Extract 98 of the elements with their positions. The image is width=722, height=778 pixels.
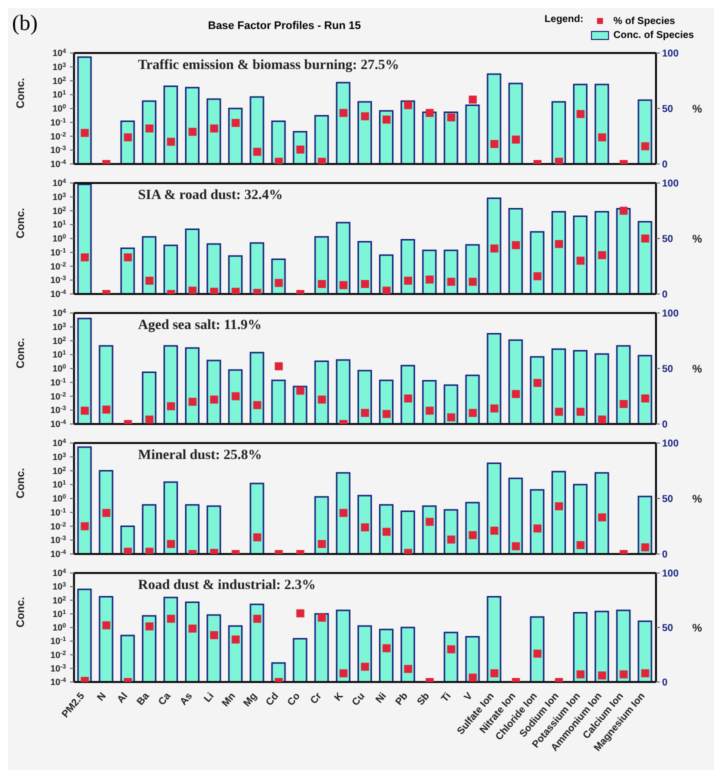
y-tick-label: 10$^{1}$: [52, 349, 66, 360]
y-tick-label: 10$^{-3}$: [50, 144, 66, 156]
y-tick-label: 10$^{-1}$: [50, 246, 66, 258]
y-tick-label: 10$^{4}$: [52, 308, 66, 318]
y2-tick-label: 50: [662, 104, 674, 116]
y-tick-label: 10$^{2}$: [52, 205, 66, 216]
y-tick-label: 10$^{0}$: [52, 363, 66, 374]
y-tick-label: 10$^{0}$: [52, 622, 66, 632]
y2-tick-label: 0: [662, 290, 668, 301]
x-tick-label: Mg: [242, 690, 260, 709]
y-tick-label: 10$^{4}$: [52, 568, 66, 578]
legend-label: Conc. of Species: [613, 30, 694, 40]
y-tick-label: 10$^{3}$: [52, 581, 66, 592]
y2-tick-label: 50: [662, 364, 674, 376]
x-tick-label: Ca: [156, 690, 174, 708]
y-tick-label: 10$^{4}$: [52, 438, 66, 448]
y2-tick-label: 0: [662, 420, 668, 431]
y-tick-label: 10$^{-2}$: [50, 260, 66, 272]
x-tick-label: Mn: [220, 690, 238, 709]
y-tick-label: 10$^{-1}$: [50, 506, 66, 518]
y-axis-title: Conc.: [14, 78, 27, 108]
y-tick-label: 10$^{-2}$: [50, 649, 66, 660]
x-tick-label: Pb: [394, 690, 410, 708]
annotation: Traffic emission & biomass burning: 27.5%: [138, 58, 400, 73]
x-tick-label: Cu: [350, 690, 368, 708]
y-tick-label: 10$^{0}$: [52, 233, 66, 244]
x-tick-label: Li: [202, 690, 217, 705]
y-tick-label: 10$^{3}$: [52, 61, 66, 72]
legend-label: % of Species: [613, 16, 676, 26]
y2-tick-label: 100: [662, 178, 680, 190]
y2-axis-title: %: [692, 103, 702, 116]
y-axis-title: Conc.: [14, 468, 27, 498]
annotation: SIA & road dust: 32.4%: [138, 188, 283, 203]
y2-tick-label: 50: [662, 494, 674, 506]
y-tick-label: 10$^{3}$: [52, 191, 66, 202]
text: (b): [12, 10, 38, 35]
y-axis-title: Conc.: [14, 596, 27, 628]
y-tick-label: 10$^{2}$: [52, 594, 66, 606]
y-tick-label: 10$^{4}$: [52, 48, 66, 58]
y-tick-label: 10$^{2}$: [52, 75, 66, 86]
x-tick-label: Ni: [374, 690, 389, 706]
y-tick-label: 10$^{0}$: [52, 493, 66, 504]
y-tick-label: 10$^{-4}$: [50, 418, 66, 429]
x-tick-label: Sb: [415, 690, 432, 708]
annotation: Aged sea salt: 11.9%: [138, 318, 262, 333]
x-tick-label: V: [462, 690, 476, 704]
y2-axis-title: %: [692, 233, 702, 246]
y-tick-label: 10$^{-3}$: [50, 274, 66, 286]
x-tick-label: As: [178, 690, 196, 708]
y-tick-label: 10$^{-1}$: [50, 116, 66, 128]
y-tick-label: 10$^{3}$: [52, 451, 66, 462]
x-tick-label: Ba: [135, 690, 152, 708]
y-tick-label: 10$^{-3}$: [50, 662, 66, 674]
x-tick-label: K: [332, 690, 346, 704]
x-tick-label: Ti: [439, 690, 454, 705]
y2-tick-label: 0: [662, 678, 668, 689]
y-tick-label: 10$^{-3}$: [50, 404, 66, 416]
x-tick-label: Co: [286, 690, 303, 708]
x-tick-label: N: [96, 690, 109, 704]
y-tick-label: 10$^{-2}$: [50, 130, 66, 142]
y2-tick-label: 0: [662, 160, 668, 171]
x-tick-label: Cd: [264, 690, 282, 708]
y-tick-label: 10$^{-1}$: [50, 376, 66, 388]
legend-title: Legend:: [544, 14, 584, 25]
y-tick-label: 10$^{0}$: [52, 103, 66, 114]
chart-title: Base Factor Profiles - Run 15: [208, 20, 361, 32]
y-tick-label: 10$^{-4}$: [50, 676, 66, 687]
y2-axis-title: %: [692, 363, 702, 376]
y2-tick-label: 50: [662, 623, 674, 634]
y-tick-label: 10$^{-2}$: [50, 520, 66, 532]
x-tick-label: Cr: [308, 690, 324, 706]
annotation: Road dust & industrial: 2.3%: [138, 578, 316, 593]
y-tick-label: 10$^{-4}$: [50, 288, 66, 299]
x-tick-label: Al: [115, 690, 130, 706]
annotation: Mineral dust: 25.8%: [138, 448, 262, 463]
y2-tick-label: 100: [662, 308, 680, 320]
y-axis-title: Conc.: [14, 208, 27, 238]
y-tick-label: 10$^{1}$: [52, 219, 66, 230]
y2-axis-title: %: [692, 493, 702, 506]
y-tick-label: 10$^{1}$: [52, 608, 66, 619]
y-tick-label: 10$^{-2}$: [50, 390, 66, 402]
y-axis-title: Conc.: [14, 338, 27, 368]
y-tick-label: 10$^{1}$: [52, 479, 66, 490]
y-tick-label: 10$^{-1}$: [50, 636, 66, 646]
y-tick-label: 10$^{-4}$: [50, 158, 66, 169]
y-tick-label: 10$^{-3}$: [50, 534, 66, 546]
y2-axis-title: %: [692, 622, 702, 634]
y2-tick-label: 50: [662, 234, 674, 246]
y-tick-label: 10$^{3}$: [52, 321, 66, 332]
y-tick-label: 10$^{4}$: [52, 178, 66, 188]
y-tick-label: 10$^{1}$: [52, 89, 66, 100]
y-tick-label: 10$^{2}$: [52, 335, 66, 346]
y2-tick-label: 0: [662, 550, 668, 561]
y-tick-label: 10$^{-4}$: [50, 548, 66, 559]
y2-tick-label: 100: [662, 568, 680, 580]
y-tick-label: 10$^{2}$: [52, 465, 66, 476]
y2-tick-label: 100: [662, 48, 680, 60]
y2-tick-label: 100: [662, 438, 680, 450]
